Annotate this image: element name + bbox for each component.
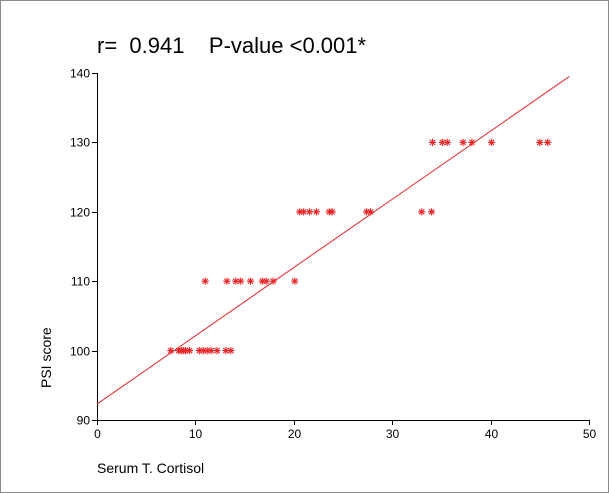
data-point: [201, 277, 209, 285]
data-point: [459, 138, 467, 146]
x-tick-label: 0: [94, 427, 101, 441]
plot-area: 90 100 110 120 130 140 0 10 20 30 40 50: [70, 67, 597, 442]
data-point: [468, 138, 476, 146]
y-tick-label: 140: [70, 67, 90, 81]
data-point: [544, 138, 552, 146]
data-point: [328, 208, 336, 216]
y-axis-ticks: 90 100 110 120 130 140: [70, 67, 97, 428]
data-point: [258, 277, 266, 285]
data-point: [222, 347, 230, 355]
data-point: [363, 208, 371, 216]
regression-line: [96, 76, 570, 405]
y-tick-label: 130: [70, 136, 90, 150]
data-point: [300, 208, 308, 216]
x-tick-label: 40: [485, 427, 499, 441]
x-tick-label: 20: [288, 427, 302, 441]
y-tick-label: 120: [70, 206, 90, 220]
y-axis-label: PSI score: [38, 327, 54, 388]
data-point: [237, 277, 245, 285]
y-tick-label: 100: [70, 345, 90, 359]
data-point: [232, 277, 240, 285]
data-point: [428, 138, 437, 146]
y-tick-label: 110: [71, 275, 90, 289]
data-point: [438, 138, 446, 146]
data-point: [427, 208, 436, 216]
x-tick-label: 10: [189, 427, 203, 441]
data-point: [291, 277, 299, 285]
chart-title: r= 0.941 P-value <0.001*: [97, 33, 367, 58]
data-point: [418, 208, 426, 216]
data-point: [167, 347, 175, 355]
data-point: [181, 347, 190, 355]
data-point: [487, 138, 496, 146]
data-points: [167, 138, 552, 355]
x-axis-label: Serum T. Cortisol: [97, 460, 204, 476]
data-point: [223, 277, 231, 285]
data-point: [195, 347, 203, 355]
data-point: [312, 208, 321, 216]
data-point: [262, 277, 270, 285]
data-point: [203, 347, 211, 355]
y-tick-label: 90: [77, 414, 91, 428]
x-tick-label: 50: [583, 427, 597, 441]
data-point: [296, 208, 304, 216]
x-axis-ticks: 0 10 20 30 40 50: [94, 420, 596, 441]
data-point: [366, 208, 375, 216]
data-point: [269, 277, 277, 285]
data-point: [207, 347, 215, 355]
data-point: [246, 277, 255, 285]
data-point: [227, 347, 235, 355]
data-point: [185, 347, 194, 355]
data-point: [199, 347, 207, 355]
data-point: [443, 138, 451, 146]
data-point: [213, 347, 221, 355]
data-point: [305, 208, 314, 216]
x-tick-label: 30: [386, 427, 400, 441]
data-point: [536, 138, 544, 146]
